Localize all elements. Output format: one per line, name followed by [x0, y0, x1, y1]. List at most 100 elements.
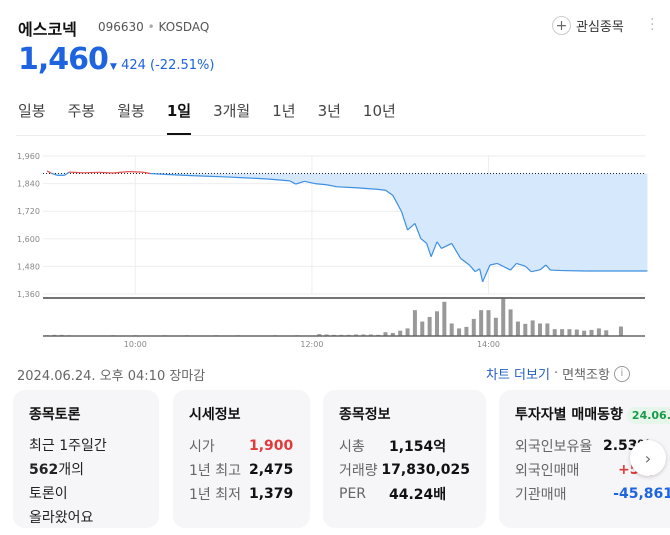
volume-bar: [324, 334, 329, 336]
y-tick-label: 1,960: [17, 152, 40, 161]
price-line-segment: [194, 175, 227, 178]
y-tick-label: 1,720: [17, 207, 40, 216]
y-tick-label: 1,360: [17, 290, 40, 299]
next-arrow-button[interactable]: ›: [630, 440, 666, 476]
stock-info-card[interactable]: 종목정보 시총 1,154억 거래량 17,830,025 PER 44.24배: [323, 390, 486, 528]
label: 외국인매매: [515, 463, 580, 479]
y-tick-label: 1,480: [17, 262, 40, 271]
volume-bar: [390, 332, 395, 336]
tab-monthly[interactable]: 월봉: [117, 102, 145, 120]
quote-row: 시가 1,900: [189, 434, 294, 458]
price-line-segment: [510, 263, 517, 271]
value: 1,379: [249, 486, 294, 502]
volume-bar: [486, 310, 491, 336]
label: 1년 최고: [189, 463, 241, 479]
below-close-area: [47, 173, 648, 282]
discussion-count: 562개의: [29, 458, 143, 482]
card-title: 종목정보: [339, 407, 391, 423]
tab-weekly[interactable]: 주봉: [67, 102, 96, 120]
price-line-segment: [226, 176, 246, 179]
price-line-segment: [545, 264, 551, 271]
watchlist-button[interactable]: + 관심종목: [552, 16, 624, 35]
volume-bar: [567, 329, 572, 336]
volume-bar: [604, 330, 609, 336]
chevron-right-icon: ›: [644, 448, 652, 468]
tab-daily[interactable]: 일봉: [18, 102, 46, 120]
price-line-segment: [489, 262, 498, 266]
volume-bar: [405, 328, 410, 336]
volume-bar: [449, 323, 454, 336]
volume-bar: [464, 326, 469, 336]
discussion-text: 최근 1주일간: [29, 438, 107, 454]
stock-name: 에스코넥: [18, 20, 77, 39]
tab-1day[interactable]: 1일: [166, 100, 192, 136]
price-line-segment: [142, 171, 151, 175]
volume-bar: [479, 310, 484, 336]
down-triangle-icon: ▼: [110, 62, 117, 72]
stock-row: 거래량 17,830,025: [339, 458, 470, 482]
quote-card[interactable]: 시세정보 시가 1,900 1년 최고 2,475 1년 최저 1,379: [173, 390, 310, 528]
price-line-segment: [385, 189, 394, 196]
price-line-segment: [414, 223, 422, 239]
value: 1,154억: [389, 439, 447, 455]
volume-bar: [560, 329, 565, 336]
info-icon[interactable]: i: [613, 365, 630, 382]
volume-bar: [442, 301, 447, 336]
volume-bar: [574, 329, 579, 336]
price-line-segment: [69, 171, 84, 174]
tab-1year[interactable]: 1년: [272, 102, 296, 120]
price-chart[interactable]: 1,960 1,840 1,720 1,600 1,480 1,360 10:00 12:00…: [0, 140, 670, 355]
x-tick-label: 10:00: [124, 340, 147, 349]
code: 096630: [98, 20, 144, 34]
disclaimer-link[interactable]: 면책조항: [562, 368, 610, 383]
discussion-text: 토론이: [29, 486, 68, 502]
price-line-segment: [482, 264, 491, 283]
price-line-segment: [314, 183, 327, 186]
price-line-segment: [46, 170, 52, 174]
price-line-segment: [64, 171, 70, 176]
stock-row: 시총 1,154억: [339, 434, 470, 458]
current-price: 1,460: [18, 42, 109, 77]
divider: [16, 135, 646, 136]
stock-code: 096630 • KOSDAQ: [98, 20, 209, 34]
price-change: ▼ 424 (-22.51%): [110, 58, 214, 73]
price-line-segment: [420, 238, 428, 244]
card-title: 투자자별 매매동향 24.06.: [515, 404, 670, 424]
volume-bar: [471, 318, 476, 336]
discussion-card[interactable]: 종목토론 최근 1주일간 562개의 토론이 올라왔어요: [13, 390, 159, 528]
price-line-segment: [326, 184, 338, 188]
tab-3month[interactable]: 3개월: [213, 102, 251, 120]
volume-bar: [493, 317, 498, 336]
volume-bar: [427, 317, 432, 336]
price-line-segment: [295, 180, 305, 185]
price-line-segment: [289, 180, 296, 185]
market-close-time: 2024.06.24. 오후 04:10 장마감: [17, 369, 206, 384]
volume-bar: [354, 334, 359, 336]
volume-bar: [596, 328, 601, 336]
period-tabs: 일봉 주봉 월봉 1일 3개월 1년 3년 10년: [18, 100, 418, 136]
price-line-segment: [539, 264, 547, 271]
investor-row: 기관매매 -45,861: [515, 482, 670, 506]
price-line-segment: [436, 241, 442, 249]
tab-3year[interactable]: 3년: [317, 102, 341, 120]
price-line-segment: [441, 242, 452, 249]
price-line-segment: [426, 243, 432, 257]
volume-bar: [552, 329, 557, 336]
price-line-segment: [516, 262, 526, 267]
volume-bar: [434, 311, 439, 336]
tab-10year[interactable]: 10년: [362, 102, 396, 120]
chart-links: 차트 더보기 · 면책조항 i: [486, 364, 630, 383]
chart-more-link[interactable]: 차트 더보기: [486, 368, 550, 383]
volume-bar: [618, 326, 623, 336]
price-line-segment: [356, 187, 379, 190]
volume-bar: [412, 310, 417, 336]
separator: •: [147, 20, 155, 34]
count: 562: [29, 462, 59, 478]
card-title: 시세정보: [189, 407, 241, 423]
watchlist-label: 관심종목: [576, 20, 624, 35]
value: -45,861: [613, 486, 670, 502]
volume-bar: [420, 321, 425, 336]
volume-bar: [589, 329, 594, 336]
change-pct: (-22.51%): [150, 58, 215, 73]
more-options-icon[interactable]: · · ·: [650, 12, 655, 38]
